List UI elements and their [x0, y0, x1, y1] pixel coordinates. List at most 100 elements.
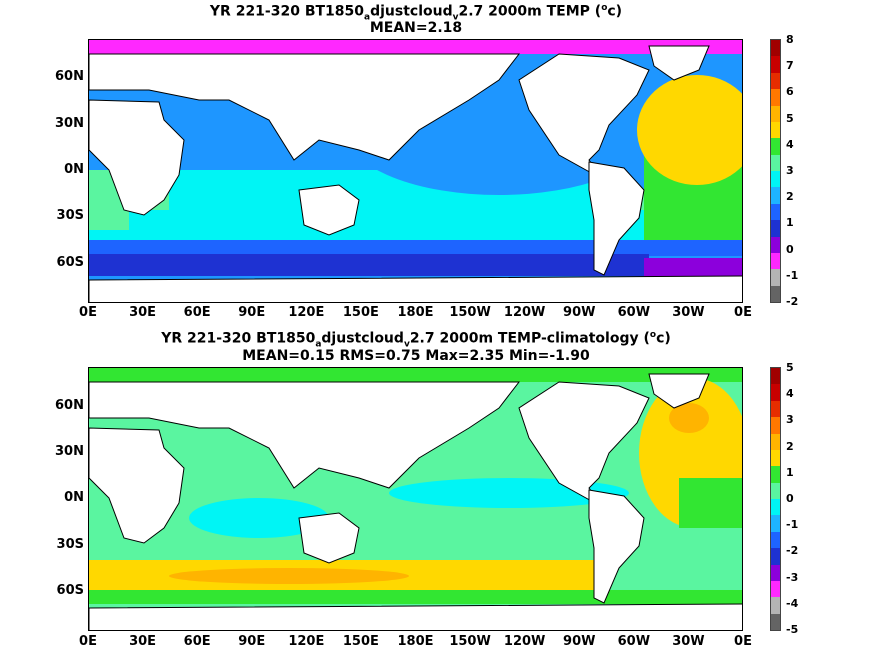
southern-band-green [89, 590, 742, 604]
colorbar-tick-label: 3 [786, 164, 794, 177]
colorbar-tick-label: -1 [786, 268, 799, 282]
colorbar-swatch [771, 171, 780, 188]
colorbar-swatch [771, 105, 780, 122]
lon-label: 120E [288, 634, 325, 649]
panel2-map [88, 367, 743, 631]
atlantic-green [679, 478, 742, 528]
colorbar-swatch [771, 531, 780, 549]
colorbar-swatch [771, 269, 780, 286]
colorbar-swatch [771, 400, 780, 418]
lon-label: 120W [503, 634, 546, 649]
colorbar-swatch [771, 564, 780, 581]
colorbar-swatch [771, 138, 780, 155]
lon-label: 180E [397, 634, 434, 649]
indian-cyan [189, 498, 329, 538]
lon-label: 150E [342, 634, 379, 649]
antarctica [89, 603, 742, 630]
lat-label: 0N [64, 162, 84, 177]
panel2-colorbar [770, 367, 781, 631]
colorbar-tick-label: 4 [786, 387, 794, 401]
colorbar-tick-label: 5 [786, 111, 794, 125]
lon-label: 60W [617, 634, 651, 649]
colorbar-swatch [771, 89, 780, 106]
greenland [648, 373, 710, 409]
colorbar-tick-label: 0 [786, 492, 794, 505]
colorbar-tick-label: 1 [786, 216, 794, 230]
lat-label: 60S [56, 255, 84, 270]
australia [298, 512, 360, 564]
lat-label: 0N [64, 490, 84, 505]
lon-label: 30W [672, 634, 705, 649]
colorbar-tick-label: 2 [786, 190, 794, 204]
antarctica [89, 275, 742, 302]
lon-label: 0E [734, 634, 752, 649]
southern-band-orange [169, 568, 409, 584]
lat-label: 30S [56, 537, 84, 552]
atlantic-orange [669, 403, 709, 433]
greenland [648, 45, 710, 81]
colorbar-swatch [771, 187, 780, 204]
colorbar-swatch [771, 285, 780, 302]
colorbar-swatch [771, 220, 780, 237]
lon-label: 60W [617, 305, 651, 320]
lon-label: 30E [129, 305, 157, 320]
colorbar-swatch [771, 482, 780, 499]
colorbar-swatch [771, 597, 780, 614]
lon-label: 0E [79, 634, 97, 649]
colorbar-swatch [771, 203, 780, 221]
colorbar-swatch [771, 580, 780, 598]
colorbar-swatch [771, 613, 780, 630]
lon-label: 150W [449, 305, 491, 320]
panel1-map [88, 39, 743, 303]
lat-label: 60N [55, 398, 84, 413]
colorbar-swatch [771, 384, 780, 401]
lat-label: 30N [55, 116, 84, 131]
colorbar-swatch [771, 548, 780, 565]
north-america [518, 381, 650, 509]
colorbar-swatch [771, 56, 780, 73]
north-america [518, 53, 650, 181]
colorbar-tick-label: 8 [786, 33, 794, 46]
colorbar-tick-label: -1 [786, 518, 799, 532]
colorbar-tick-label: 3 [786, 413, 794, 427]
eurasia [89, 53, 521, 161]
lon-label: 120W [503, 305, 546, 320]
colorbar-swatch [771, 466, 780, 483]
lon-label: 0E [79, 305, 97, 320]
lon-label: 150E [342, 305, 379, 320]
colorbar-tick-label: -2 [786, 295, 799, 308]
arctic-green [89, 368, 742, 382]
colorbar-tick-label: -5 [786, 623, 799, 636]
colorbar-tick-label: 0 [786, 242, 794, 256]
lon-label: 180E [397, 305, 434, 320]
colorbar-tick-label: -2 [786, 544, 799, 558]
colorbar-swatch [771, 252, 780, 270]
lon-label: 90W [563, 305, 596, 320]
lon-label: 60E [183, 305, 211, 320]
panel2-title: YR 221-320 BT1850adjustcloudv2.7 2000m T… [161, 330, 671, 350]
lon-label: 150W [449, 634, 491, 649]
lat-label: 30N [55, 444, 84, 459]
north-atlantic-yellow [637, 75, 742, 185]
lat-label: 60N [55, 69, 84, 84]
colorbar-tick-label: 7 [786, 59, 794, 73]
colorbar-tick-label: 5 [786, 361, 794, 374]
colorbar-tick-label: 6 [786, 85, 794, 99]
southern-band-blue [89, 240, 742, 256]
lon-label: 90E [238, 634, 266, 649]
lon-label: 30E [129, 634, 157, 649]
colorbar-swatch [771, 417, 780, 434]
colorbar-swatch [771, 368, 780, 385]
africa [89, 99, 185, 216]
colorbar-swatch [771, 433, 780, 450]
lon-label: 30W [672, 305, 705, 320]
lon-label: 0E [734, 305, 752, 320]
south-america [588, 161, 645, 276]
south-america [588, 489, 645, 604]
colorbar-tick-label: -4 [786, 596, 799, 610]
panel2-stats: MEAN=0.15 RMS=0.75 Max=2.35 Min=-1.90 [242, 348, 590, 364]
panel1-stats: MEAN=2.18 [369, 20, 463, 36]
lon-label: 60E [183, 634, 211, 649]
colorbar-swatch [771, 40, 780, 57]
colorbar-swatch [771, 499, 780, 516]
